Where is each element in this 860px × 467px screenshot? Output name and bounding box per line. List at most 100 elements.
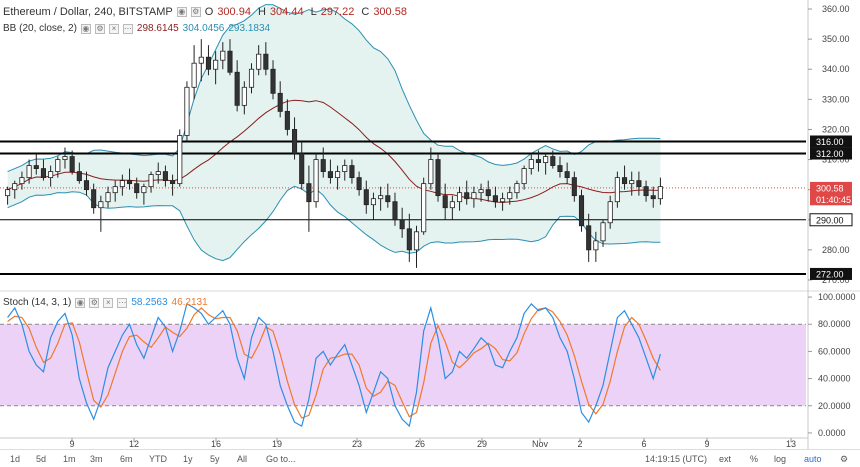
range-3m[interactable]: 3m	[90, 454, 103, 464]
legend-settings-icon[interactable]: ⚙	[190, 7, 201, 17]
candle	[234, 60, 240, 112]
range-6m[interactable]: 6m	[120, 454, 133, 464]
candle	[600, 219, 606, 247]
range-1m[interactable]: 1m	[63, 454, 76, 464]
candle-body	[528, 159, 534, 169]
candle-body	[435, 159, 441, 197]
stoch-tick-label: 80.0000	[818, 319, 851, 329]
bb-indicator-label[interactable]: BB (20, close, 2)	[3, 23, 77, 34]
percent-toggle[interactable]: %	[750, 454, 759, 464]
candle	[83, 171, 90, 196]
stoch-close-icon[interactable]: ×	[103, 297, 114, 308]
candle-body	[428, 159, 434, 185]
candle	[586, 213, 592, 262]
candle	[91, 183, 97, 214]
range-all[interactable]: All	[237, 454, 248, 464]
candle	[578, 189, 585, 232]
candle	[170, 174, 176, 196]
candle	[636, 171, 642, 196]
candle	[464, 180, 470, 205]
candle-body	[464, 192, 470, 200]
high-value: 304.44	[269, 6, 304, 18]
candle-body	[198, 56, 204, 64]
bb-upper-value: 293.1834	[228, 23, 271, 34]
candle	[593, 231, 599, 262]
time-label-6: 6	[641, 439, 646, 449]
candle	[241, 81, 247, 115]
candle	[26, 159, 32, 184]
bb-eye-icon[interactable]: ◉	[80, 23, 91, 34]
bb-close-icon[interactable]: ×	[108, 23, 119, 34]
open-label: O	[204, 6, 214, 18]
candle	[191, 45, 197, 100]
candle	[148, 171, 154, 193]
stoch-more-icon[interactable]: ⋯	[117, 297, 128, 308]
candle	[363, 180, 369, 214]
range-1d[interactable]: 1d	[10, 454, 21, 464]
candle-body	[170, 180, 176, 185]
candle	[141, 183, 147, 205]
stoch-k-line	[7, 303, 661, 428]
stoch-tick-label: 60.0000	[818, 346, 851, 356]
candle-body	[320, 159, 326, 172]
candle	[12, 180, 18, 199]
candle	[19, 171, 25, 190]
stoch-eye-icon[interactable]: ◉	[75, 297, 86, 308]
candle-body	[291, 129, 298, 154]
stoch-tick-label: 40.0000	[818, 374, 851, 384]
price-badge-bg	[810, 267, 852, 280]
clock-utc[interactable]: 14:19:15 (UTC)	[645, 454, 708, 464]
candle-body	[600, 222, 606, 242]
stoch-indicator-label[interactable]: Stoch (14, 3, 1)	[3, 297, 72, 308]
stoch-tick-label: 0.0000	[818, 428, 846, 438]
candle-body	[356, 177, 362, 191]
candle	[356, 171, 362, 196]
candle-body	[155, 171, 161, 176]
candle-body	[12, 183, 18, 191]
candle-body	[112, 186, 118, 194]
stoch-settings-icon[interactable]: ⚙	[89, 297, 100, 308]
candle-body	[492, 195, 498, 203]
candle	[492, 186, 498, 208]
candle	[528, 153, 534, 175]
candle	[607, 195, 613, 229]
candle-body	[327, 171, 333, 179]
candle-body	[148, 174, 154, 188]
candle	[284, 99, 290, 136]
candle-body	[349, 165, 355, 179]
bb-more-icon[interactable]: ⋯	[122, 23, 133, 34]
price-tick-label: 360.00	[822, 4, 850, 14]
range-5d[interactable]: 5d	[36, 454, 47, 464]
range-ytd[interactable]: YTD	[149, 454, 167, 464]
candle	[134, 177, 140, 199]
candle	[227, 39, 233, 76]
candle	[456, 186, 463, 211]
candle	[643, 180, 649, 202]
candle	[62, 147, 68, 169]
candle-body	[478, 189, 484, 194]
price-badge-290.00: 290.00	[816, 215, 844, 225]
low-label: L	[310, 6, 317, 18]
log-toggle[interactable]: log	[774, 454, 787, 464]
ext-toggle[interactable]: ext	[719, 454, 732, 464]
time-label-13: 13	[786, 439, 796, 449]
legend-eye-icon[interactable]: ◉	[176, 7, 187, 17]
candle-body	[564, 171, 570, 179]
symbol-title[interactable]: Ethereum / Dollar, 240, BITSTAMP	[3, 6, 173, 18]
stoch-tick-label: 20.0000	[818, 401, 851, 411]
candle-body	[177, 135, 183, 185]
bb-settings-icon[interactable]: ⚙	[94, 23, 105, 34]
goto-button[interactable]: Go to...	[266, 454, 296, 464]
candle	[220, 42, 226, 70]
candle	[629, 171, 635, 196]
range-5y[interactable]: 5y	[210, 454, 220, 464]
candle	[413, 225, 420, 268]
candle-body	[500, 198, 506, 203]
stoch-band-fill	[0, 324, 806, 406]
range-1y[interactable]: 1y	[183, 454, 193, 464]
candle	[205, 45, 212, 76]
auto-toggle[interactable]: auto	[804, 454, 822, 464]
chart-settings-icon[interactable]: ⚙	[840, 454, 849, 464]
